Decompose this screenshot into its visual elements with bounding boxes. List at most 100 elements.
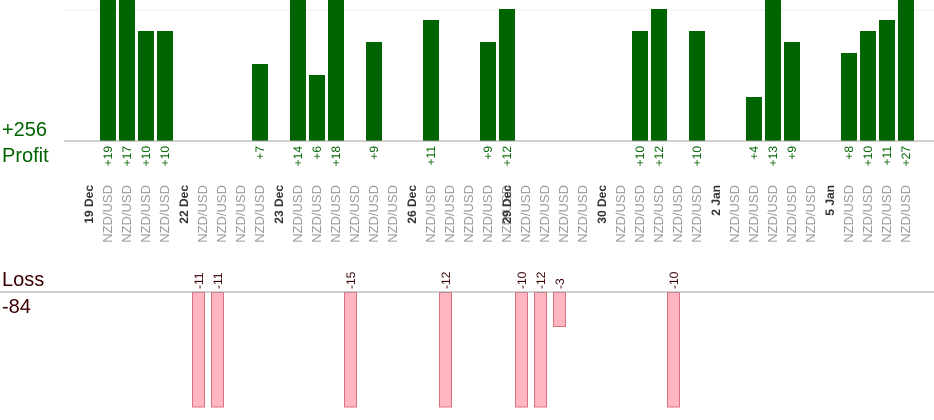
loss-bar (192, 292, 205, 408)
pair-label: NZD/USD (613, 185, 628, 243)
date-label: 2 Jan (709, 185, 723, 216)
profit-value-label: +11 (880, 146, 894, 166)
pair-label: NZD/USD (290, 185, 305, 243)
loss-value-label: -11 (192, 272, 206, 289)
profit-value-label: +9 (481, 146, 495, 160)
profit-bar (784, 42, 800, 141)
pair-label: NZD/USD (841, 185, 856, 243)
pair-label: NZD/USD (385, 185, 400, 243)
profit-bar (898, 0, 914, 141)
profit-value-label: +18 (329, 146, 343, 167)
pair-label: NZD/USD (328, 185, 343, 243)
profit-bar (632, 31, 648, 141)
profit-value-label: +9 (367, 146, 381, 160)
loss-bar (534, 292, 547, 408)
pair-label: NZD/USD (366, 185, 381, 243)
profit-bar (252, 64, 268, 141)
profit-value-label: +7 (253, 146, 267, 160)
profit-value-label: +27 (899, 146, 913, 167)
profit-bar (841, 53, 857, 141)
profit-value-labels: +19 +17 +10 +10 +7 +14 +6 +18 +9 +11 +9 +12 +10 +12 +1… (101, 146, 913, 167)
profit-bar (366, 42, 382, 141)
pair-label: NZD/USD (746, 185, 761, 243)
pair-label: NZD/USD (556, 185, 571, 243)
profit-value-label: +11 (424, 146, 438, 166)
profit-value-label: +10 (633, 146, 647, 167)
pair-label: NZD/USD (252, 185, 267, 243)
pair-label: NZD/USD (670, 185, 685, 243)
pair-label: NZD/USD (537, 185, 552, 243)
profit-bar (138, 31, 154, 141)
date-label: 5 Jan (823, 185, 837, 216)
profit-bars (100, 0, 914, 141)
profit-value-label: +6 (310, 146, 324, 160)
pair-label: NZD/USD (689, 185, 704, 243)
date-label: 22 Dec (177, 185, 191, 224)
profit-bar (290, 0, 306, 141)
profit-value-label: +12 (500, 146, 514, 167)
loss-label: Loss (2, 269, 45, 291)
pair-label: NZD/USD (803, 185, 818, 243)
profit-bar (423, 20, 439, 141)
pair-label: NZD/USD (727, 185, 742, 243)
profit-bar (860, 31, 876, 141)
pair-label: NZD/USD (157, 185, 172, 243)
pair-label: NZD/USD (765, 185, 780, 243)
pair-label: NZD/USD (233, 185, 248, 243)
profit-value-label: +10 (139, 146, 153, 167)
profit-value-label: +19 (101, 146, 115, 167)
profit-value-label: +4 (747, 146, 761, 160)
pair-label: NZD/USD (499, 185, 514, 243)
pair-label: NZD/USD (442, 185, 457, 243)
pair-label: NZD/USD (138, 185, 153, 243)
pair-label: NZD/USD (518, 185, 533, 243)
loss-bars (192, 292, 680, 408)
pair-label: NZD/USD (347, 185, 362, 243)
profit-bar (100, 0, 116, 141)
pair-label: NZD/USD (632, 185, 647, 243)
profit-value-label: +10 (690, 146, 704, 167)
pair-label: NZD/USD (898, 185, 913, 243)
pair-label: NZD/USD (784, 185, 799, 243)
loss-value-label: -12 (439, 271, 453, 289)
profit-bar (765, 0, 781, 141)
loss-bar (344, 292, 357, 408)
profit-bar (157, 31, 173, 141)
profit-bar (119, 0, 135, 141)
profit-value-label: +10 (861, 146, 875, 167)
date-label: 23 Dec (272, 185, 286, 224)
profit-label: Profit (2, 145, 49, 167)
profit-bar (746, 97, 762, 141)
loss-bar (439, 292, 452, 408)
pair-label: NZD/USD (651, 185, 666, 243)
pair-label: NZD/USD (480, 185, 495, 243)
pair-label: NZD/USD (423, 185, 438, 243)
profit-value-label: +8 (842, 146, 856, 160)
loss-bar (667, 292, 680, 408)
profit-value-label: +9 (785, 146, 799, 160)
pair-label: NZD/USD (461, 185, 476, 243)
profit-bar (499, 9, 515, 141)
date-labels: 19 Dec 22 Dec 23 Dec 26 Dec 29 Dec 30 Dec 2 Ja… (82, 185, 837, 224)
loss-bar (515, 292, 528, 408)
pair-label: NZD/USD (309, 185, 324, 243)
loss-value-label: -15 (344, 271, 358, 289)
loss-bar (553, 292, 566, 327)
profit-value-label: +17 (120, 146, 134, 167)
loss-value-label: -12 (534, 271, 548, 289)
loss-total: -84 (2, 296, 31, 318)
profit-bar (689, 31, 705, 141)
profit-bar (879, 20, 895, 141)
loss-value-label: -10 (515, 271, 529, 289)
profit-bar (480, 42, 496, 141)
pair-label: NZD/USD (575, 185, 590, 243)
profit-value-label: +10 (158, 146, 172, 167)
loss-value-label: -10 (667, 271, 681, 289)
date-label: 30 Dec (595, 185, 609, 224)
pair-label: NZD/USD (100, 185, 115, 243)
profit-bar (309, 75, 325, 141)
date-label: 29 Dec (500, 185, 514, 224)
pair-label: NZD/USD (195, 185, 210, 243)
profit-total: +256 (2, 119, 48, 141)
